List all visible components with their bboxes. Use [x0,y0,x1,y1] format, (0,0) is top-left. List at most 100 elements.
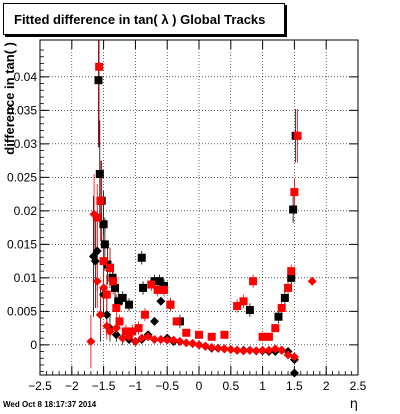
data-point-square [125,300,134,309]
data-point-square [105,263,114,272]
grid-layer [39,40,359,375]
data-point-square [277,304,286,312]
data-point-square [239,297,248,306]
y-tick-label: 0.035 [7,103,37,117]
data-point-diamond [124,332,134,342]
y-tick-label: 0.01 [14,271,38,285]
data-point-square [109,277,118,286]
data-point-square [147,280,156,289]
x-tick-label: −2.5 [28,379,52,393]
data-point-diamond [118,333,128,343]
data-point-diamond [181,338,191,348]
data-point-diamond [162,335,172,345]
data-point-diamond [111,330,121,340]
data-point-square [274,312,283,321]
data-point-diamond [137,333,147,343]
y-tick-label: 0.04 [14,70,38,84]
data-point-diamond [86,337,96,346]
y-tick-label: 0.005 [7,304,37,318]
data-point-square [102,290,111,299]
x-tick-label: 1.5 [286,379,303,393]
data-point-square [100,240,109,249]
data-point-square [99,220,108,229]
x-tick-label: 2.5 [350,379,367,393]
data-point-square [118,293,127,302]
data-point-square [195,330,203,339]
data-point-square [284,283,293,292]
data-point-square [112,304,121,312]
data-point-diamond [188,339,198,349]
data-point-square [220,330,229,339]
data-point-diamond [239,346,249,356]
axis-layer: −2.5 −2 −1.5 −1 −0.5 0 0.5 1 1.5 2 2.5 0 0.005 0.01 0.… [7,40,367,393]
data-point-square [140,310,149,319]
data-point-square [99,257,108,266]
data-point-diamond [111,323,121,333]
data-point-diamond [102,310,112,320]
y-tick-label: 0.02 [14,204,38,218]
data-point-diamond [258,345,268,355]
y-axis-label: difference in tan( ) [2,42,17,155]
data-point-square [245,306,254,315]
data-point-square [166,300,175,309]
x-tick-label: 0.5 [222,379,239,393]
data-point-square [94,76,103,85]
marker-layer [86,62,317,378]
data-point-square [139,283,148,292]
data-point-square [95,170,104,178]
data-point-square [121,327,130,336]
data-point-square [290,188,299,197]
data-point-diamond [226,345,236,355]
data-point-diamond [213,343,223,353]
data-point-diamond [200,341,210,351]
data-point-square [93,213,102,222]
data-point-square [258,332,267,341]
data-point-square [233,301,242,310]
data-point-diamond [89,209,99,219]
data-point-square [160,285,169,294]
data-point-diamond [149,316,159,326]
data-point-diamond [92,276,102,286]
data-point-square [287,267,296,276]
data-point-square [153,285,162,294]
data-point-diamond [194,340,204,350]
data-point-diamond [92,246,102,256]
y-tick-label: 0.015 [7,237,37,251]
data-point-diamond [143,332,153,342]
x-tick-label: −0.5 [155,379,179,393]
x-tick-label: 0 [196,379,203,393]
data-point-diamond [169,335,179,345]
data-point-diamond [99,283,109,293]
x-axis-label: η [350,397,358,412]
data-point-diamond [270,344,280,354]
data-point-square [182,328,191,337]
data-point-diamond [175,337,185,346]
plot-frame [39,39,359,376]
data-point-square [280,293,289,302]
data-point-square [155,277,164,286]
x-tick-label: 2 [323,379,330,393]
data-point-square [111,283,120,292]
data-point-diamond [245,345,255,355]
data-point-square [134,324,143,333]
y-tick-label: 0 [30,338,37,352]
y-tick-label: 0.03 [14,137,38,151]
data-point-diamond [156,296,166,306]
data-point-square [289,205,298,214]
y-tick-label: 0.025 [7,170,37,184]
data-point-diamond [251,346,261,356]
data-point-diamond [95,310,105,320]
data-point-square [95,62,104,71]
data-point-square [115,317,124,326]
data-point-square [207,332,216,341]
data-point-diamond [307,276,317,286]
data-point-square [137,253,146,262]
data-point-diamond [207,343,217,353]
data-point-diamond [277,345,287,355]
data-point-diamond [264,345,274,355]
datestamp: Wed Oct 8 18:17:37 2014 [3,400,97,409]
data-point-diamond [232,345,242,355]
data-point-square [249,277,258,286]
x-tick-label: 1 [259,379,266,393]
